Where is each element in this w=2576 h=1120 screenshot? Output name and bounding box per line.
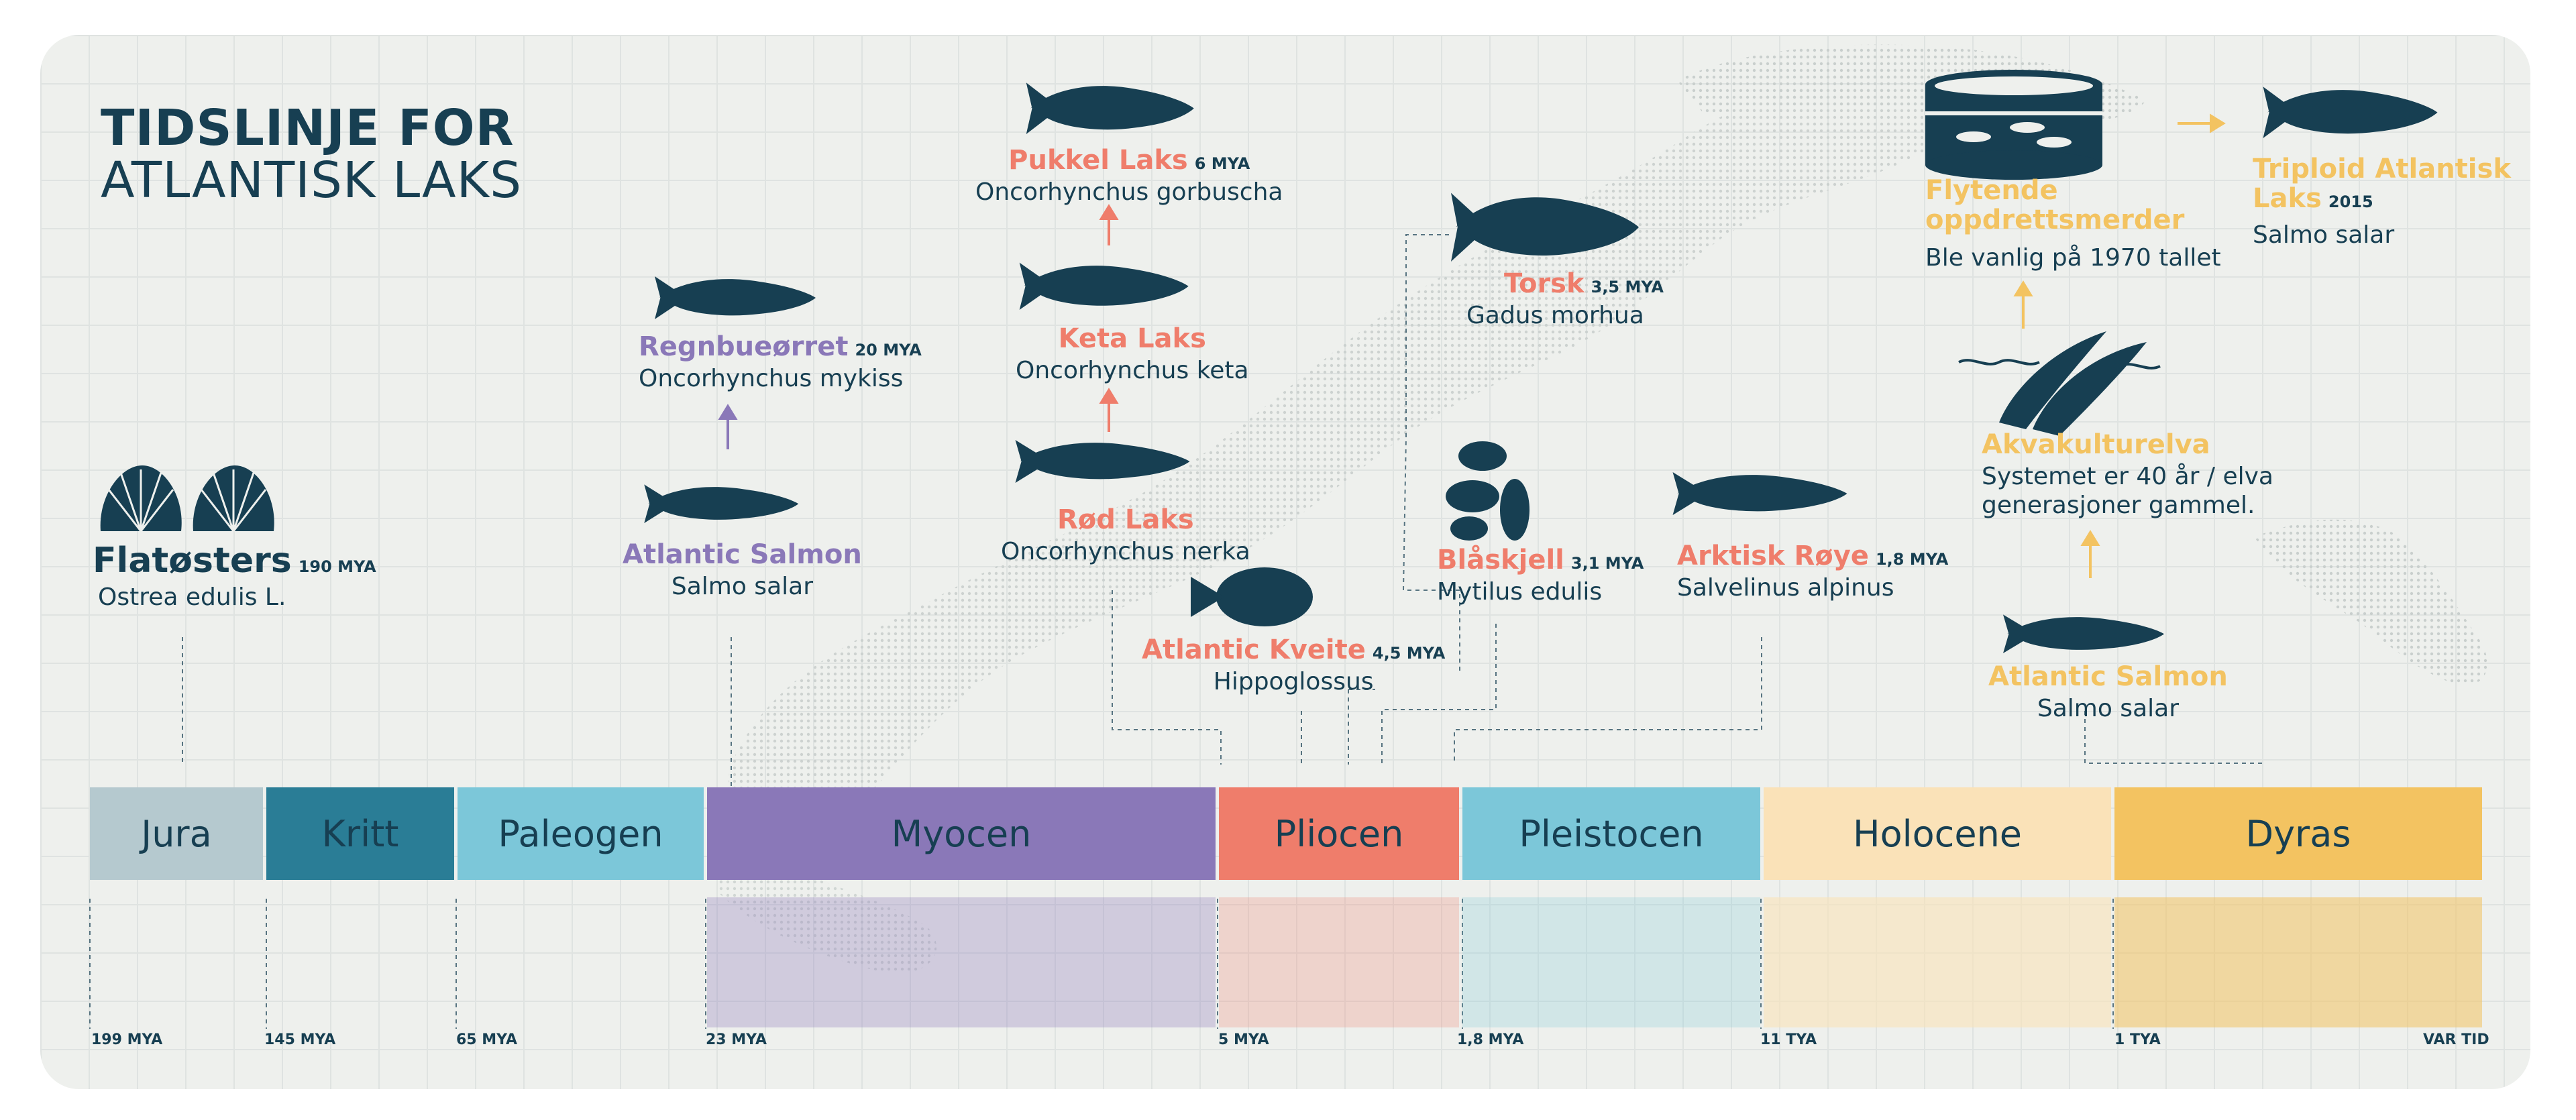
shade-pleistocen [1462,897,1760,1027]
trout-icon [655,276,816,319]
species-sci: Mytilus edulis [1437,578,1603,606]
page-title-line1: TIDSLINJE FOR [101,99,515,157]
arrow-up-coral-1 [1099,204,1119,432]
label-atlantic-salmon-2: Atlantic Salmon Salmo salar [1988,661,2228,722]
label-merder: Flytende oppdrettsmerder Ble vanlig på 1… [1925,176,2221,272]
species-name-line2: Laks [2253,183,2322,214]
species-sci: Salmo salar [2037,695,2179,722]
salmon-icon [2003,614,2164,653]
tick-label: 23 MYA [706,1031,767,1048]
label-roye: Arktisk Røye 1,8 MYA Salvelinus alpinus [1677,541,1948,602]
label-akva: Akvakulturelva Systemet er 40 år / elva … [1982,429,2273,519]
halibut-icon [1191,567,1313,626]
label-keta: Keta Laks Oncorhynchus keta [1016,323,1249,384]
label-pukkel: Pukkel Laks 6 MYA Oncorhynchus gorbuscha [975,145,1283,206]
label-blaskjell: Blåskjell 3,1 MYA Mytilus edulis [1437,545,1644,606]
chum-salmon-icon [1019,262,1189,310]
species-name: Keta Laks [1058,323,1206,354]
tick-label: 5 MYA [1218,1031,1269,1048]
species-sci: Hippoglossus [1213,668,1374,695]
map-russia [2254,519,2487,685]
tick-label: 199 MYA [91,1031,163,1048]
species-mya: 20 MYA [855,341,922,359]
arrow-up-purple [718,404,738,449]
era-kritt: Kritt [266,787,454,880]
species-sci: Oncorhynchus nerka [1001,538,1250,565]
species-sci: Ostrea edulis L. [98,583,286,611]
species-mya: 190 MYA [298,557,376,576]
species-desc-line2: generasjoner gammel. [1982,492,2255,519]
label-triploid: Triploid Atlantisk Laks 2015 Salmo salar [2253,154,2511,249]
shade-dyras [2114,897,2482,1027]
era-jura: Jura [90,787,263,880]
species-name: Torsk [1504,268,1585,299]
species-desc-line1: Systemet er 40 år / elva [1982,463,2273,490]
salmon-icon [2263,87,2438,138]
era-paleogen: Paleogen [458,787,704,880]
era-holocene: Holocene [1764,787,2111,880]
tick-label: 145 MYA [264,1031,336,1048]
species-name: Flatøsters [93,541,292,581]
species-sci: Oncorhynchus keta [1016,357,1249,384]
label-regnbue: Regnbueørret 20 MYA Oncorhynchus mykiss [639,331,922,392]
era-dyras: Dyras [2114,787,2482,880]
species-mya: 3,5 MYA [1591,278,1664,296]
label-flatosters: Flatøsters 190 MYA Ostrea edulis L. [93,541,376,611]
mussel-icon [1446,441,1529,541]
timeline-card [40,35,2530,1089]
tick-label: 1 TYA [2114,1031,2161,1048]
species-name: Rød Laks [1057,504,1194,535]
species-sci: Oncorhynchus mykiss [639,365,904,392]
era-myocen: Myocen [707,787,1216,880]
species-name: Atlantic Salmon [623,539,862,570]
label-atlantic-salmon-1: Atlantic Salmon Salmo salar [623,539,862,600]
tick-label: 1,8 MYA [1457,1031,1524,1048]
species-mya: 1,8 MYA [1875,550,1949,569]
species-name: Akvakulturelva [1982,429,2210,460]
species-desc: Ble vanlig på 1970 tallet [1925,244,2221,272]
label-rod: Rød Laks Oncorhynchus nerka [1001,504,1250,565]
species-sci: Salmo salar [2253,221,2395,249]
species-name: Atlantic Kveite [1142,634,1366,665]
species-name-line2: oppdrettsmerder [1925,205,2185,235]
humpback-salmon-icon [1026,82,1194,134]
map-norway [729,65,2066,834]
era-pleistocen: Pleistocen [1462,787,1760,880]
salmon-icon [644,484,799,523]
scallop-icon [100,465,274,532]
char-icon [1672,472,1847,515]
fish-pen-icon [1925,70,2102,180]
tick-label: 65 MYA [456,1031,518,1048]
tick-label: VAR TID [2423,1031,2489,1048]
species-sci: Salvelinus alpinus [1677,574,1894,602]
tick-label: 11 TYA [1760,1031,1817,1048]
era-pliocen: Pliocen [1219,787,1459,880]
shade-pliocen [1219,897,1459,1027]
jumping-salmon-icon [1958,331,2161,436]
arrow-up-gold [2013,113,2226,578]
species-name-line1: Triploid Atlantisk [2253,154,2511,184]
species-name: Regnbueørret [639,331,849,362]
species-name: Pukkel Laks [1008,145,1188,176]
shade-myocen [707,897,1216,1027]
species-mya: 4,5 MYA [1372,644,1446,663]
label-torsk: Torsk 3,5 MYA Gadus morhua [1466,268,1664,329]
species-sci: Oncorhynchus gorbuscha [975,178,1283,206]
species-name: Arktisk Røye [1677,541,1869,571]
species-name: Blåskjell [1437,545,1564,575]
page-title-line2: ATLANTISK LAKS [101,152,523,209]
species-name: Atlantic Salmon [1988,661,2228,692]
species-mya: 3,1 MYA [1570,554,1644,573]
species-sci: Salmo salar [671,573,813,600]
shade-holocene [1764,897,2111,1027]
label-kveite: Atlantic Kveite 4,5 MYA Hippoglossus [1142,634,1445,695]
species-sci: Gadus morhua [1466,302,1644,329]
species-year: 2015 [2328,192,2373,211]
species-mya: 6 MYA [1194,154,1250,173]
species-name-line1: Flytende [1925,175,2058,206]
sockeye-salmon-icon [1015,440,1190,483]
